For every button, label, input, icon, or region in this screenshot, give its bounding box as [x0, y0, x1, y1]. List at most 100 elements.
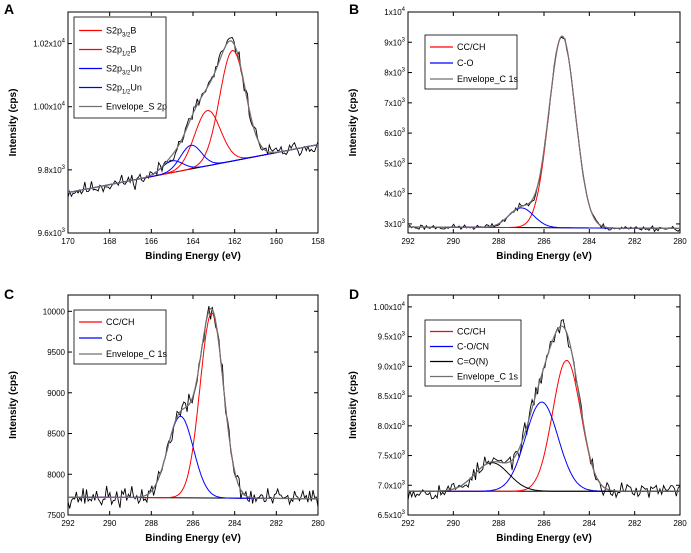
- x-tick-label: 170: [61, 237, 75, 246]
- x-axis-title: Binding Energy (eV): [496, 533, 592, 544]
- y-tick-label: 3x103: [384, 219, 405, 229]
- x-tick-label: 292: [401, 237, 415, 246]
- legend-entry: Envelope_C 1s: [457, 74, 519, 84]
- x-tick-label: 288: [492, 237, 506, 246]
- y-tick-label: 7500: [47, 511, 65, 520]
- x-axis-title: Binding Energy (eV): [496, 251, 592, 262]
- x-tick-label: 290: [103, 519, 117, 528]
- series-line-2: [408, 35, 680, 230]
- legend-entry: C-O: [106, 333, 123, 343]
- x-tick-label: 164: [186, 237, 200, 246]
- legend-entry: S2p3/2B: [106, 26, 136, 39]
- y-tick-label: 8000: [47, 470, 65, 479]
- y-tick-label: 8x103: [384, 68, 405, 78]
- legend-entry: Envelope_C 1s: [457, 372, 519, 382]
- raw-spectrum: [68, 306, 318, 509]
- y-tick-label: 8500: [47, 430, 65, 439]
- panel-letter: B: [349, 1, 359, 17]
- y-tick-label: 4x103: [384, 189, 405, 199]
- panel-c: C 292 290 288 286 284 282 280 7500 8000 8500 9000 95…: [4, 286, 325, 544]
- y-axis-title: Intensity (cps): [8, 371, 19, 439]
- x-tick-label: 166: [145, 237, 159, 246]
- series-line-1: [408, 207, 680, 229]
- x-tick-label: 280: [673, 519, 687, 528]
- x-tick-label: 284: [583, 519, 597, 528]
- x-tick-label: 292: [61, 519, 75, 528]
- x-tick-label: 286: [537, 237, 551, 246]
- x-axis-title: Binding Energy (eV): [145, 533, 241, 544]
- legend-entry: Envelope_C 1s: [106, 349, 168, 359]
- legend-entry: S2p3/2Un: [106, 64, 142, 77]
- x-tick-label: 292: [401, 519, 415, 528]
- x-tick-label: 284: [583, 237, 597, 246]
- curves: [68, 36, 318, 198]
- y-tick-label: 8.5x103: [378, 391, 406, 401]
- x-tick-label: 280: [673, 237, 687, 246]
- y-tick-label: 9x103: [384, 37, 405, 47]
- y-tick-label: 6.5x103: [378, 510, 406, 520]
- x-tick-label: 288: [492, 519, 506, 528]
- x-tick-label: 288: [145, 519, 159, 528]
- curves: [68, 306, 318, 509]
- y-tick-label: 9.8x103: [38, 165, 66, 175]
- y-tick-label: 1.02x104: [33, 39, 65, 49]
- y-axis-title: Intensity (cps): [348, 89, 359, 157]
- curves: [408, 35, 680, 233]
- y-tick-label: 10000: [43, 307, 66, 316]
- y-tick-label: 7.5x103: [378, 451, 406, 461]
- legend-entry: C-O/CN: [457, 342, 489, 352]
- legend-entry: S2p1/2Un: [106, 83, 142, 96]
- x-tick-label: 286: [537, 519, 551, 528]
- legend-box: [73, 309, 167, 365]
- y-tick-label: 7.0x103: [378, 480, 406, 490]
- panel-b: B 292 290 288 286 284 282 280 3x103 4x103 5x103 6x1…: [348, 1, 687, 262]
- y-tick-label: 1x104: [384, 7, 405, 17]
- y-tick-label: 1.00x104: [373, 302, 405, 312]
- panel-d: D 292 290 288 286 284 282 280 6.5x103 7.0x103 7.5x…: [348, 286, 687, 544]
- legend-entry: CC/CH: [457, 42, 486, 52]
- series-line-2: [68, 307, 318, 500]
- series-line-1: [408, 401, 680, 492]
- series-line-4: [68, 40, 318, 194]
- panel-a: A 170 168 166 164 162 160 158 9.6x103 9.8x103 1.00…: [4, 1, 325, 262]
- panel-letter: C: [4, 286, 14, 302]
- series-line-3: [408, 325, 680, 492]
- legend-entry: CC/CH: [106, 317, 135, 327]
- x-tick-label: 162: [228, 237, 242, 246]
- legend-entry: Envelope_S 2p: [106, 102, 167, 112]
- legend-box: [73, 16, 167, 119]
- x-tick-label: 280: [311, 519, 325, 528]
- y-tick-label: 1.00x104: [33, 102, 65, 112]
- y-tick-label: 6x103: [384, 128, 405, 138]
- y-tick-label: 9.5x103: [378, 332, 406, 342]
- legend-entry: CC/CH: [457, 327, 486, 337]
- x-tick-label: 282: [628, 519, 642, 528]
- panel-letter: D: [349, 286, 359, 302]
- x-tick-label: 290: [447, 519, 461, 528]
- y-tick-label: 8.0x103: [378, 421, 406, 431]
- x-tick-label: 284: [228, 519, 242, 528]
- x-tick-label: 168: [103, 237, 117, 246]
- x-axis-title: Binding Energy (eV): [145, 251, 241, 262]
- y-tick-label: 9000: [47, 389, 65, 398]
- x-tick-label: 158: [311, 237, 325, 246]
- y-tick-label: 9500: [47, 348, 65, 357]
- panel-letter: A: [4, 1, 14, 17]
- x-tick-label: 290: [447, 237, 461, 246]
- series-line-1: [68, 415, 318, 500]
- legend-entry: C-O: [457, 58, 474, 68]
- y-tick-label: 9.0x103: [378, 361, 406, 371]
- x-tick-label: 282: [270, 519, 284, 528]
- legend-box: [424, 34, 518, 90]
- x-tick-label: 286: [186, 519, 200, 528]
- legend-entry: C=O(N): [457, 357, 488, 367]
- y-axis-title: Intensity (cps): [348, 371, 359, 439]
- curves: [408, 318, 680, 501]
- x-tick-label: 282: [628, 237, 642, 246]
- legend-entry: S2p1/2B: [106, 45, 136, 58]
- y-tick-label: 5x103: [384, 158, 405, 168]
- x-tick-label: 160: [270, 237, 284, 246]
- y-tick-label: 9.6x103: [38, 228, 66, 238]
- y-tick-label: 7x103: [384, 98, 405, 108]
